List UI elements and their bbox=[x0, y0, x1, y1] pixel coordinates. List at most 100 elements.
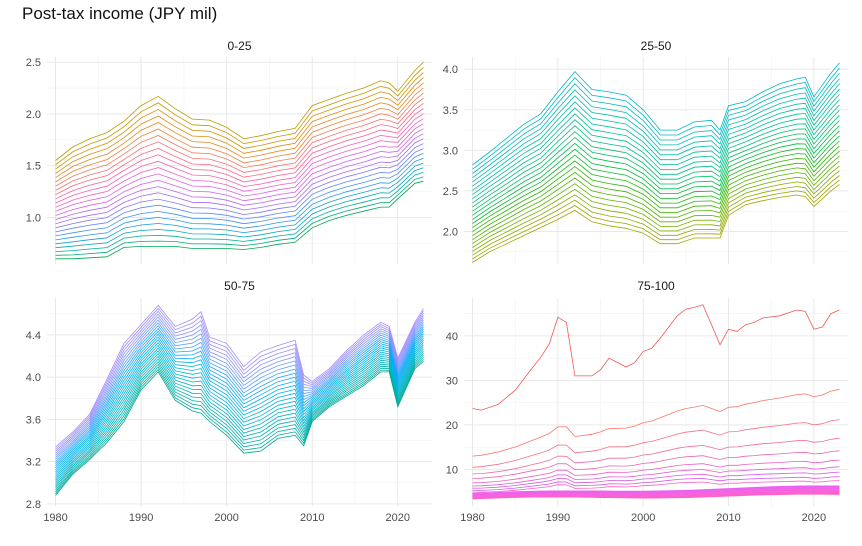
series-line bbox=[55, 328, 424, 467]
series-line bbox=[472, 140, 840, 228]
series-line bbox=[55, 123, 424, 212]
series-line bbox=[55, 319, 424, 458]
series-line bbox=[472, 88, 840, 187]
series-line bbox=[55, 103, 424, 195]
series-line bbox=[55, 162, 424, 245]
series-line bbox=[472, 155, 840, 241]
y-tick-label: 3.5 bbox=[443, 105, 458, 117]
series-line bbox=[55, 143, 424, 229]
series-line bbox=[472, 304, 840, 411]
y-tick-label: 2.8 bbox=[26, 499, 41, 511]
series-line bbox=[472, 109, 840, 204]
series-line bbox=[55, 357, 424, 493]
series-line bbox=[55, 176, 424, 256]
series-line bbox=[55, 326, 424, 464]
series-line bbox=[472, 150, 840, 237]
series-line bbox=[55, 335, 424, 473]
series-line bbox=[55, 153, 424, 237]
y-tick-label: 2.5 bbox=[26, 57, 41, 69]
facet-panel-4: 75-100 10 20 30 40 1980 1990 2000 2010 2020 bbox=[446, 279, 848, 524]
y-tick-label: 20 bbox=[446, 420, 458, 432]
facet-panel-2: 25-50 2.0 2.5 3.0 3.5 4.0 bbox=[443, 39, 848, 264]
y-tick-label: 1.0 bbox=[26, 212, 41, 224]
y-tick-label: 30 bbox=[446, 375, 458, 387]
series-line bbox=[472, 99, 840, 195]
series-line bbox=[55, 167, 424, 249]
series-line bbox=[472, 487, 840, 496]
series-line bbox=[55, 313, 424, 454]
series-line bbox=[55, 180, 424, 260]
series-line bbox=[472, 459, 840, 484]
x-tick-label: 1990 bbox=[129, 512, 153, 524]
series-line bbox=[472, 160, 840, 244]
series-line bbox=[472, 489, 840, 497]
series-line bbox=[472, 115, 840, 208]
series-line bbox=[472, 184, 840, 263]
series-line bbox=[55, 92, 424, 187]
series-line bbox=[55, 310, 424, 452]
series-line bbox=[55, 333, 424, 471]
facet-title: 75-100 bbox=[637, 279, 675, 293]
y-tick-label: 4.4 bbox=[26, 330, 41, 342]
series-line bbox=[472, 62, 840, 166]
series-line bbox=[55, 157, 424, 241]
y-tick-label: 2.0 bbox=[443, 227, 458, 239]
series-line bbox=[472, 466, 840, 487]
series-line bbox=[55, 67, 424, 166]
series-line bbox=[472, 179, 840, 260]
series-line bbox=[55, 304, 424, 448]
x-tick-label: 2010 bbox=[716, 512, 740, 524]
series-line bbox=[472, 67, 840, 170]
series-line bbox=[472, 83, 840, 183]
series-line bbox=[55, 118, 424, 208]
series-line bbox=[55, 148, 424, 233]
series-line bbox=[55, 353, 424, 489]
series-line bbox=[472, 170, 840, 252]
facet-panel-3: 50-75 2.8 3.2 3.6 4.0 4.4 1980 1990 2000 2010 2020 bbox=[26, 279, 432, 524]
series-line bbox=[55, 337, 424, 475]
series-line bbox=[55, 355, 424, 491]
x-tick-label: 1980 bbox=[460, 512, 484, 524]
y-tick-label: 4.0 bbox=[443, 64, 458, 76]
x-tick-label: 1980 bbox=[43, 512, 67, 524]
series-line bbox=[55, 128, 424, 216]
series-line bbox=[472, 165, 840, 248]
series-line bbox=[55, 342, 424, 479]
series-line bbox=[55, 346, 424, 483]
x-tick-label: 2010 bbox=[300, 512, 324, 524]
series-line bbox=[55, 113, 424, 204]
y-tick-label: 2.0 bbox=[26, 109, 41, 121]
series-line bbox=[55, 350, 424, 487]
series-lines bbox=[472, 62, 840, 263]
y-tick-label: 4.0 bbox=[26, 372, 41, 384]
series-line bbox=[472, 493, 840, 500]
series-line bbox=[55, 316, 424, 456]
series-line bbox=[472, 480, 840, 493]
gridlines bbox=[464, 298, 848, 506]
series-line bbox=[472, 437, 840, 475]
series-line bbox=[55, 361, 424, 496]
y-tick-label: 40 bbox=[446, 331, 458, 343]
series-line bbox=[55, 72, 424, 170]
facet-title: 25-50 bbox=[641, 39, 672, 53]
series-line bbox=[55, 344, 424, 481]
x-tick-label: 1990 bbox=[546, 512, 570, 524]
y-tick-label: 1.5 bbox=[26, 161, 41, 173]
series-line bbox=[55, 77, 424, 174]
series-line bbox=[55, 87, 424, 183]
y-tick-label: 3.2 bbox=[26, 457, 41, 469]
series-line bbox=[472, 476, 840, 491]
series-line bbox=[472, 130, 840, 220]
series-line bbox=[55, 359, 424, 494]
series-line bbox=[55, 82, 424, 178]
series-line bbox=[472, 471, 840, 489]
x-tick-label: 2020 bbox=[802, 512, 826, 524]
series-line bbox=[472, 135, 840, 224]
series-line bbox=[55, 138, 424, 225]
series-line bbox=[472, 104, 840, 200]
y-tick-label: 3.6 bbox=[26, 414, 41, 426]
series-line bbox=[55, 108, 424, 200]
gridlines bbox=[464, 57, 848, 264]
y-tick-label: 10 bbox=[446, 464, 458, 476]
